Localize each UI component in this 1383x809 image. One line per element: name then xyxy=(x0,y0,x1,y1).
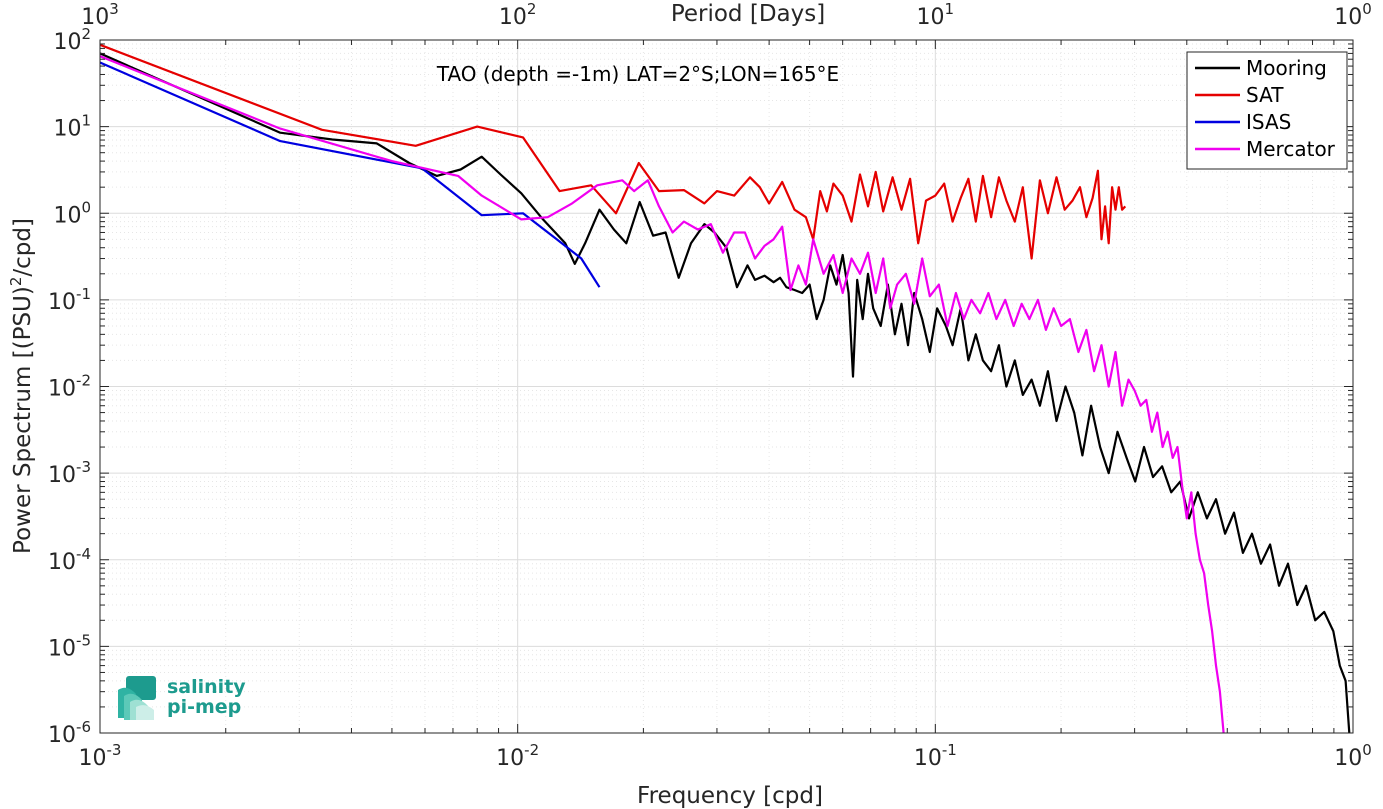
x-tick-label: 10-1 xyxy=(914,741,957,771)
wave-logo-icon xyxy=(118,676,156,720)
top-tick-label: 103 xyxy=(81,0,119,30)
series-line-mercator xyxy=(99,55,1225,734)
y-axis-label-main: Power Spectrum [(PSU) xyxy=(10,286,36,554)
y-tick-label: 10-1 xyxy=(48,285,91,315)
top-tick-labels: 103 102 101 100 xyxy=(81,0,1372,30)
logo-line-1: salinity xyxy=(167,676,246,698)
x-tick-label: 100 xyxy=(1334,741,1372,771)
y-tick-label: 10-3 xyxy=(48,458,91,488)
y-tick-label: 100 xyxy=(53,198,91,228)
x-axis-label: Frequency [cpd] xyxy=(637,783,823,809)
top-axis-label: Period [Days] xyxy=(671,1,825,27)
y-axis-label-sup: 2 xyxy=(7,277,25,287)
chart-annotation: TAO (depth =-1m) LAT=2°S;LON=165°E xyxy=(436,62,839,86)
legend-label-mercator: Mercator xyxy=(1246,137,1336,161)
legend: Mooring SAT ISAS Mercator xyxy=(1186,51,1348,170)
y-tick-label: 102 xyxy=(53,25,91,55)
y-tick-label: 10-6 xyxy=(48,718,91,748)
y-tick-label: 10-5 xyxy=(48,631,91,661)
series-line-sat xyxy=(99,43,1127,260)
y-tick-labels: 102 101 100 10-1 10-2 10-3 10-4 10-5 10-6 xyxy=(48,25,91,748)
y-axis-label: Power Spectrum [(PSU)2/cpd] xyxy=(7,218,36,554)
x-tick-label: 10-2 xyxy=(496,741,539,771)
series-line-mooring xyxy=(99,52,1351,734)
top-tick-label: 100 xyxy=(1334,0,1372,30)
x-tick-label: 10-3 xyxy=(79,741,122,771)
series-line-isas xyxy=(99,61,601,288)
top-tick-label: 101 xyxy=(917,0,955,30)
y-tick-label: 101 xyxy=(53,112,91,142)
x-tick-labels: 10-3 10-2 10-1 100 xyxy=(79,741,1372,771)
legend-items: Mooring SAT ISAS Mercator xyxy=(1195,56,1336,161)
y-axis-label-tail: /cpd] xyxy=(10,218,36,277)
legend-label-mooring: Mooring xyxy=(1246,56,1327,80)
top-tick-label: 102 xyxy=(499,0,537,30)
legend-label-isas: ISAS xyxy=(1246,110,1291,134)
legend-label-sat: SAT xyxy=(1246,83,1284,107)
logo-line-2: pi-mep xyxy=(167,696,241,718)
y-tick-label: 10-2 xyxy=(48,372,91,402)
series-layer xyxy=(99,43,1351,734)
salinity-pi-mep-logo: salinity pi-mep xyxy=(118,676,246,720)
y-tick-label: 10-4 xyxy=(48,545,91,575)
